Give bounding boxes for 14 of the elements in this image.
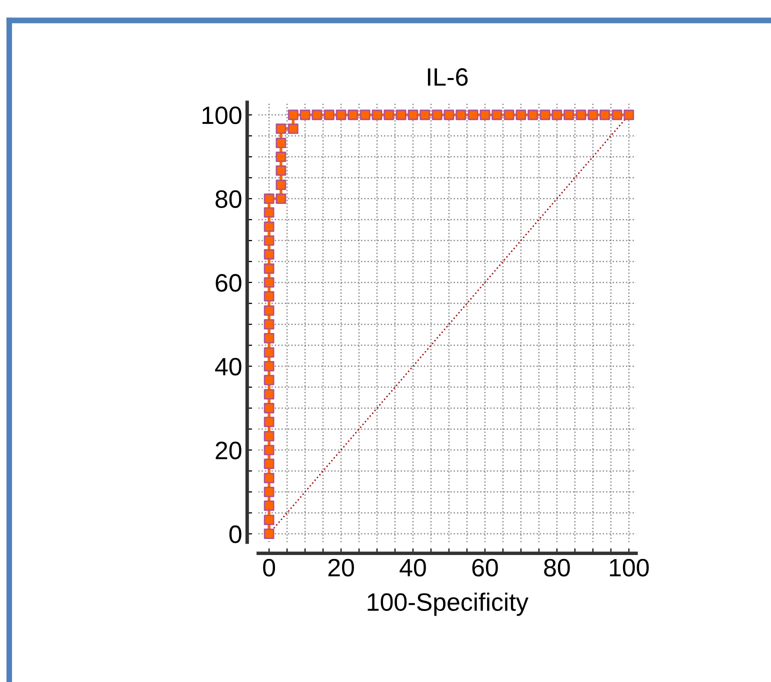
chart-title: IL-6: [428, 68, 468, 86]
x-tick-label: 40: [400, 558, 426, 577]
y-tick-label: 20: [216, 442, 242, 460]
y-tick-label: 60: [216, 274, 242, 292]
y-tick-label: 100: [202, 106, 242, 124]
y-tick-label: 40: [215, 358, 242, 376]
x-tick-label: 60: [472, 558, 498, 577]
x-tick-label: 100: [610, 558, 649, 577]
y-tick-label: 80: [216, 190, 242, 208]
x-tick-label: 20: [328, 558, 354, 577]
y-tick-label: 0: [229, 525, 242, 544]
x-tick-label: 0: [263, 558, 276, 577]
x-tick-label: 80: [544, 558, 570, 577]
x-axis-title: 100-Specificity: [368, 592, 528, 616]
